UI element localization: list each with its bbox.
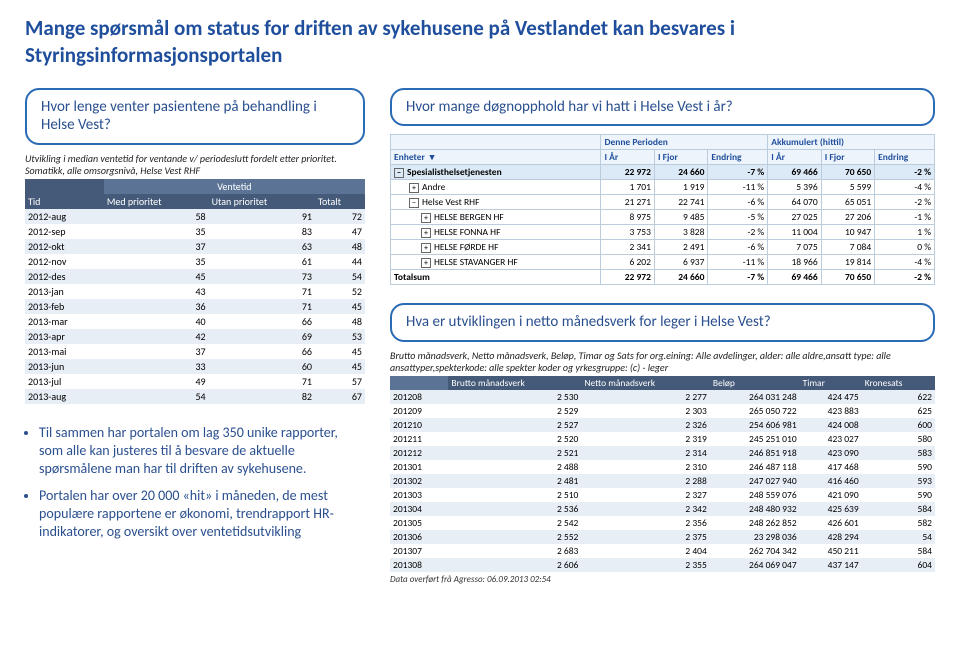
table-row: 2013-jun336045 xyxy=(25,359,365,374)
table-row: 2012-okt376348 xyxy=(25,239,365,254)
table-row: 2013082 6062 355264 069 047437 147604 xyxy=(390,558,935,572)
table-row: 2012082 5302 277264 031 248424 475622 xyxy=(390,390,935,404)
table-row: 2013-feb367145 xyxy=(25,299,365,314)
table-row: 2013072 6832 404262 704 342450 211584 xyxy=(390,544,935,558)
waittime-super-header: Ventetid xyxy=(104,179,365,194)
dropdown-icon[interactable]: ▾ xyxy=(427,151,437,163)
table-row: 2012092 5292 303265 050 722423 883625 xyxy=(390,404,935,418)
expand-icon[interactable]: + xyxy=(421,213,431,223)
table-row: 2013062 5522 37523 298 036428 29454 xyxy=(390,530,935,544)
table-row: −Spesialisthelsetjenesten22 97224 660-7 … xyxy=(391,165,935,180)
collapse-icon[interactable]: − xyxy=(394,168,404,178)
expand-icon[interactable]: + xyxy=(421,258,431,268)
expand-icon[interactable]: + xyxy=(409,183,419,193)
table-row: 2012-aug589172 xyxy=(25,209,365,224)
table-row: 2013-apr426953 xyxy=(25,329,365,344)
table-row: 2012122 5212 314246 851 918423 090583 xyxy=(390,446,935,460)
table-row: +HELSE BERGEN HF8 9759 485-5 %27 02527 2… xyxy=(391,210,935,225)
manedsverk-table: Brutto månadsverk Netto månadsverk Beløp… xyxy=(390,376,935,572)
table-row: +Andre1 7011 919-11 %5 3965 599-4 % xyxy=(391,180,935,195)
expand-icon[interactable]: + xyxy=(421,243,431,253)
dogn-table: Denne Perioden Akkumulert (hittil) Enhet… xyxy=(390,134,935,285)
table-row: +HELSE FONNA HF3 7533 828-2 %11 00410 94… xyxy=(391,225,935,240)
bubble-left: Hvor lenge venter pasientene på behandli… xyxy=(25,88,365,146)
table-row: −Helse Vest RHF21 27122 741-6 %64 07065 … xyxy=(391,195,935,210)
page-title: Mange spørsmål om status for driften av … xyxy=(25,15,935,70)
bullet-list: Til sammen har portalen om lag 350 unike… xyxy=(25,424,365,541)
table-row: Totalsum22 97224 660-7 %69 46670 650-2 % xyxy=(391,270,935,285)
bubble-right1: Hvor mange døgnopphold har vi hatt i Hel… xyxy=(390,88,935,127)
data-footer: Data overført frå Agresso: 06.09.2013 02… xyxy=(390,574,935,585)
table-row: 2013022 4812 288247 027 940416 460593 xyxy=(390,474,935,488)
table-row: 2012102 5272 326254 606 981424 008600 xyxy=(390,418,935,432)
table-row: 2013012 4882 310246 487 118417 468590 xyxy=(390,460,935,474)
table-row: 2012-sep358347 xyxy=(25,224,365,239)
waittime-header-row: TidMed prioritetUtan prioritetTotalt xyxy=(25,194,365,209)
collapse-icon[interactable]: − xyxy=(409,198,419,208)
caption-left: Utvikling i median ventetid for ventande… xyxy=(25,153,365,177)
dogn-header-row: Enheter ▾ I ÅrI FjorEndring I ÅrI FjorEn… xyxy=(391,150,935,165)
table-row: 2012112 5202 319245 251 010423 027580 xyxy=(390,432,935,446)
bubble-right2: Hva er utviklingen i netto månedsverk fo… xyxy=(390,303,935,342)
table-row: 2013052 5422 356248 262 852426 601582 xyxy=(390,516,935,530)
expand-icon[interactable]: + xyxy=(421,228,431,238)
table-row: 2013-jul497157 xyxy=(25,374,365,389)
table-row: +HELSE STAVANGER HF6 2026 937-11 %18 966… xyxy=(391,255,935,270)
table-row: 2012-des457354 xyxy=(25,269,365,284)
table-row: 2013042 5362 342248 480 932425 639584 xyxy=(390,502,935,516)
table-row: 2013-mai376645 xyxy=(25,344,365,359)
waittime-table: Ventetid TidMed prioritetUtan prioritetT… xyxy=(25,179,365,404)
caption-right2: Brutto månadsverk, Netto månadsverk, Bel… xyxy=(390,350,935,374)
dogn-group-denne: Denne Perioden xyxy=(601,135,768,150)
table-row: 2013-jan437152 xyxy=(25,284,365,299)
table-row: 2013-mar406648 xyxy=(25,314,365,329)
table-row: 2013-aug548267 xyxy=(25,389,365,404)
dogn-group-akk: Akkumulert (hittil) xyxy=(768,135,935,150)
bullet-item: Portalen har over 20 000 «hit» i måneden… xyxy=(39,487,365,542)
table-row: +HELSE FØRDE HF2 3412 491-6 %7 0757 0840… xyxy=(391,240,935,255)
table-row: 2013032 5102 327248 559 076421 090590 xyxy=(390,488,935,502)
bullet-item: Til sammen har portalen om lag 350 unike… xyxy=(39,424,365,479)
table-row: 2012-nov356144 xyxy=(25,254,365,269)
